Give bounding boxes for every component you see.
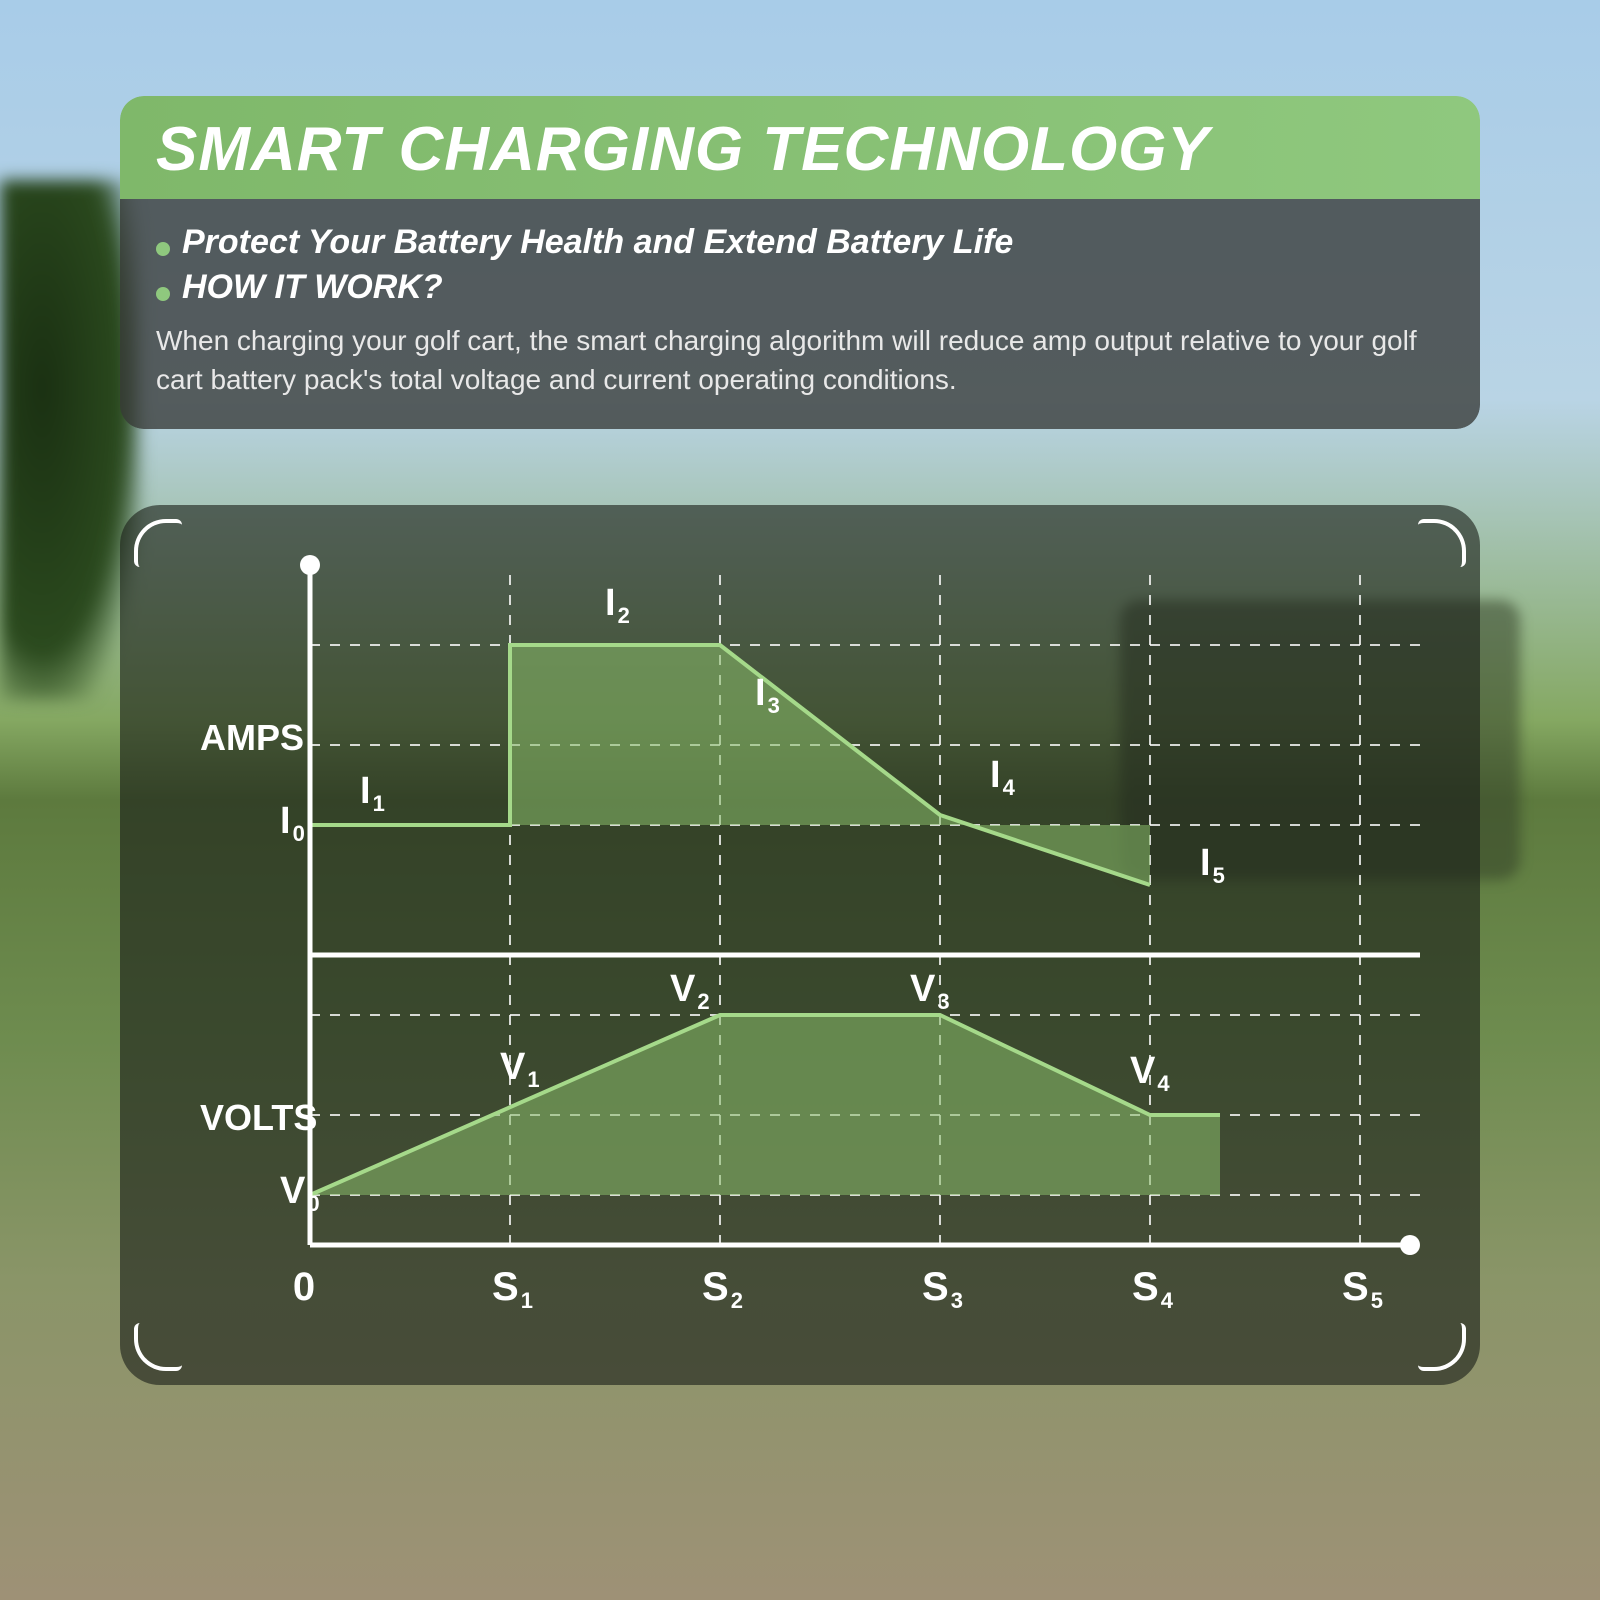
svg-text:V1: V1 xyxy=(500,1046,540,1092)
svg-text:V0: V0 xyxy=(280,1170,320,1216)
header-card: SMART CHARGING TECHNOLOGY Protect Your B… xyxy=(120,96,1480,429)
corner-frame-icon xyxy=(1418,1323,1466,1371)
bullet-dot-icon xyxy=(156,287,170,301)
bullet-dot-icon xyxy=(156,242,170,256)
bullet-2-text: HOW IT WORK? xyxy=(182,268,443,307)
svg-text:VOLTS: VOLTS xyxy=(200,1097,317,1138)
description-text: When charging your golf cart, the smart … xyxy=(156,321,1444,399)
title-band: SMART CHARGING TECHNOLOGY xyxy=(120,96,1480,199)
svg-text:I5: I5 xyxy=(1200,842,1225,888)
svg-text:S5: S5 xyxy=(1342,1265,1383,1313)
svg-text:I2: I2 xyxy=(605,582,630,628)
svg-text:S2: S2 xyxy=(702,1265,743,1313)
bullet-2: HOW IT WORK? xyxy=(156,268,1444,307)
svg-text:0: 0 xyxy=(293,1265,315,1309)
svg-text:V2: V2 xyxy=(670,968,710,1014)
corner-frame-icon xyxy=(134,1323,182,1371)
svg-text:S4: S4 xyxy=(1132,1265,1174,1313)
subtitle-panel: Protect Your Battery Health and Extend B… xyxy=(120,199,1480,429)
chart-svg: AMPS VOLTS I0 V0 I1 I2 I3 I4 I5 V1 V2 V3 V4 0 S1 S2 S3 S4… xyxy=(190,555,1420,1325)
svg-text:I1: I1 xyxy=(360,770,385,816)
bullet-1-text: Protect Your Battery Health and Extend B… xyxy=(182,223,1013,262)
svg-text:S3: S3 xyxy=(922,1265,963,1313)
corner-frame-icon xyxy=(134,519,182,567)
bullet-1: Protect Your Battery Health and Extend B… xyxy=(156,223,1444,262)
corner-frame-icon xyxy=(1418,519,1466,567)
svg-text:V3: V3 xyxy=(910,968,950,1014)
chart-card: AMPS VOLTS I0 V0 I1 I2 I3 I4 I5 V1 V2 V3 V4 0 S1 S2 S3 S4… xyxy=(120,505,1480,1385)
svg-text:I3: I3 xyxy=(755,672,780,718)
chart-plot: AMPS VOLTS I0 V0 I1 I2 I3 I4 I5 V1 V2 V3 V4 0 S1 S2 S3 S4… xyxy=(190,555,1420,1325)
svg-text:S1: S1 xyxy=(492,1265,533,1313)
svg-text:V4: V4 xyxy=(1130,1050,1170,1096)
svg-text:I0: I0 xyxy=(280,800,305,846)
svg-text:AMPS: AMPS xyxy=(200,717,304,758)
svg-text:I4: I4 xyxy=(990,754,1016,800)
main-title: SMART CHARGING TECHNOLOGY xyxy=(156,114,1444,185)
